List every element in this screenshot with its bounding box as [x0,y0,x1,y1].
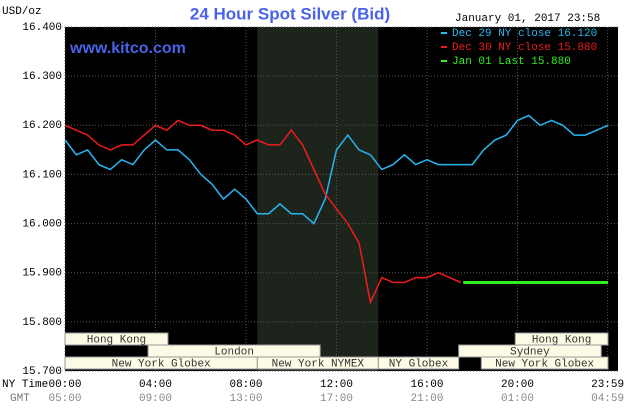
session-label: Sydney [510,346,550,358]
x-tick-label: 12:00 [320,379,353,391]
x-tick-label: 16:00 [410,379,443,391]
session-bar [480,356,609,370]
gmt-tick-label: 13:00 [229,393,262,405]
y-tick-label: 16.000 [22,218,62,230]
y-axis-label: USD/oz [2,6,42,18]
gmt-tick-label: 17:00 [320,393,353,405]
shaded-range [257,27,379,371]
legend-label: Dec 29 NY close 16.120 [452,28,597,40]
y-tick-label: 15.900 [22,268,62,280]
session-label: NY Globex [389,358,449,370]
session-label: Hong Kong [532,334,591,346]
session-bar [64,332,169,346]
x-tick-label: 04:00 [139,379,172,391]
x-tick-label: 20:00 [501,379,534,391]
y-tick-label: 16.100 [22,169,62,181]
gmt-tick-label: 21:00 [410,393,443,405]
y-tick-label: 16.300 [22,71,62,83]
x-row-label: NY Time [2,379,48,391]
session-bar [377,356,460,370]
legend-label: Dec 30 NY close 15.880 [452,42,597,54]
y-tick-label: 16.200 [22,120,62,132]
session-label: London [214,346,254,358]
gmt-tick-label: 05:00 [48,393,81,405]
chart-title: 24 Hour Spot Silver (Bid) [190,4,390,23]
x-row-label: GMT [10,393,30,405]
watermark: www.kitco.com [69,40,186,57]
gmt-tick-label: 04:59 [591,393,624,405]
y-tick-label: 15.800 [22,317,62,329]
gmt-tick-label: 01:00 [501,393,534,405]
x-tick-label: 00:00 [48,379,81,391]
series-line [64,114,609,225]
session-label: New York Globex [112,358,211,370]
series-line [64,119,462,305]
session-label: New York NYMEX [272,358,365,370]
y-tick-label: 15.700 [22,366,62,378]
x-tick-label: 08:00 [229,379,262,391]
x-tick-label: 23:59 [591,379,624,391]
session-label: New York Globex [495,358,594,370]
timestamp: January 01, 2017 23:58 [455,13,600,25]
gmt-tick-label: 09:00 [139,393,172,405]
legend-label: Jan 01 Last 15.880 [452,56,571,68]
y-tick-label: 16.400 [22,22,62,34]
session-label: Hong Kong [87,334,146,346]
